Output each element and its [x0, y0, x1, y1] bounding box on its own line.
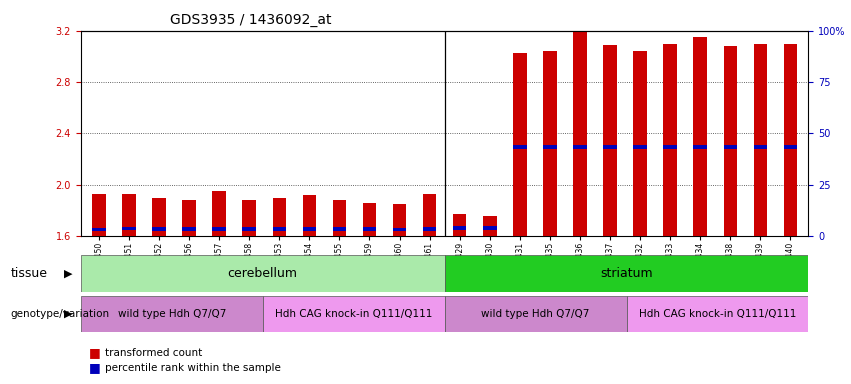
Bar: [393, 228, 406, 231]
Text: ■: ■: [89, 346, 101, 359]
Bar: [123, 227, 135, 230]
Text: striatum: striatum: [600, 267, 653, 280]
Bar: [272, 198, 286, 236]
Text: wild type Hdh Q7/Q7: wild type Hdh Q7/Q7: [117, 309, 226, 319]
Bar: [152, 227, 166, 231]
Bar: [213, 227, 226, 231]
Bar: [723, 145, 737, 149]
Text: Hdh CAG knock-in Q111/Q111: Hdh CAG knock-in Q111/Q111: [639, 309, 797, 319]
Bar: [393, 204, 406, 236]
Text: ■: ■: [89, 361, 101, 374]
Bar: [444, 255, 808, 292]
Bar: [123, 194, 135, 236]
Bar: [664, 43, 677, 236]
Bar: [574, 145, 586, 149]
Bar: [513, 145, 527, 149]
Bar: [92, 194, 106, 236]
Bar: [754, 145, 767, 149]
Bar: [263, 296, 444, 332]
Text: genotype/variation: genotype/variation: [10, 309, 109, 319]
Bar: [152, 198, 166, 236]
Bar: [333, 227, 346, 231]
Bar: [453, 227, 466, 230]
Text: Hdh CAG knock-in Q111/Q111: Hdh CAG knock-in Q111/Q111: [275, 309, 432, 319]
Bar: [664, 145, 677, 149]
Bar: [444, 296, 626, 332]
Bar: [243, 227, 256, 231]
Bar: [363, 203, 376, 236]
Bar: [603, 45, 617, 236]
Bar: [543, 145, 557, 149]
Bar: [483, 216, 496, 236]
Bar: [754, 43, 767, 236]
Bar: [784, 145, 797, 149]
Bar: [213, 191, 226, 236]
Text: transformed count: transformed count: [105, 348, 202, 358]
Bar: [363, 227, 376, 231]
Bar: [303, 195, 316, 236]
Bar: [182, 227, 196, 231]
Bar: [243, 200, 256, 236]
Bar: [633, 51, 647, 236]
Text: percentile rank within the sample: percentile rank within the sample: [105, 363, 281, 373]
Bar: [303, 227, 316, 231]
Bar: [483, 226, 496, 230]
Bar: [81, 296, 263, 332]
Bar: [333, 200, 346, 236]
Bar: [633, 145, 647, 149]
Bar: [81, 255, 444, 292]
Bar: [92, 228, 106, 231]
Bar: [694, 37, 707, 236]
Bar: [574, 31, 586, 236]
Text: ▶: ▶: [64, 269, 72, 279]
Bar: [182, 200, 196, 236]
Bar: [784, 43, 797, 236]
Bar: [423, 194, 437, 236]
Text: cerebellum: cerebellum: [228, 267, 298, 280]
Text: ▶: ▶: [64, 309, 72, 319]
Bar: [626, 296, 808, 332]
Bar: [453, 214, 466, 236]
Text: GDS3935 / 1436092_at: GDS3935 / 1436092_at: [170, 13, 332, 27]
Bar: [694, 145, 707, 149]
Bar: [723, 46, 737, 236]
Bar: [513, 53, 527, 236]
Bar: [272, 227, 286, 231]
Bar: [423, 227, 437, 231]
Text: wild type Hdh Q7/Q7: wild type Hdh Q7/Q7: [482, 309, 590, 319]
Bar: [603, 145, 617, 149]
Bar: [543, 51, 557, 236]
Text: tissue: tissue: [10, 267, 47, 280]
